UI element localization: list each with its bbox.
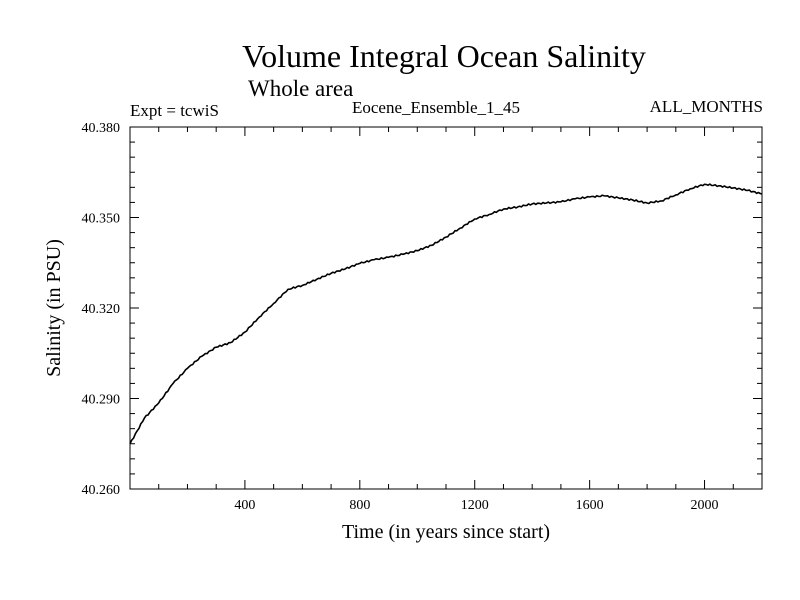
y-tick-label: 40.320 [82, 302, 121, 317]
y-tick-label: 40.380 [82, 121, 121, 136]
x-tick-label: 2000 [691, 498, 719, 513]
experiment-label: Expt = tcwiS [130, 101, 219, 120]
x-axis-label: Time (in years since start) [342, 521, 550, 543]
x-tick-label: 1600 [576, 498, 604, 513]
x-axis-tick-labels: 400 800 1200 1600 2000 [234, 498, 718, 513]
y-tick-label: 40.350 [82, 212, 121, 227]
chart-subtitle: Whole area [248, 76, 354, 101]
y-axis-ticks [130, 141, 762, 475]
chart-title: Volume Integral Ocean Salinity [242, 38, 646, 74]
y-tick-label: 40.260 [82, 483, 121, 498]
x-axis-ticks [158, 127, 734, 489]
x-tick-label: 400 [234, 498, 255, 513]
y-axis-label: Salinity (in PSU) [43, 239, 65, 377]
y-tick-label: 40.290 [82, 393, 121, 408]
series-group [129, 183, 763, 445]
y-axis-tick-labels: 40.260 40.290 40.320 40.350 40.380 [82, 121, 121, 498]
series-line [129, 183, 763, 445]
ensemble-label: Eocene_Ensemble_1_45 [352, 98, 521, 117]
x-tick-label: 800 [349, 498, 370, 513]
plot-frame [129, 126, 763, 490]
months-label: ALL_MONTHS [649, 97, 763, 116]
x-tick-label: 1200 [461, 498, 489, 513]
